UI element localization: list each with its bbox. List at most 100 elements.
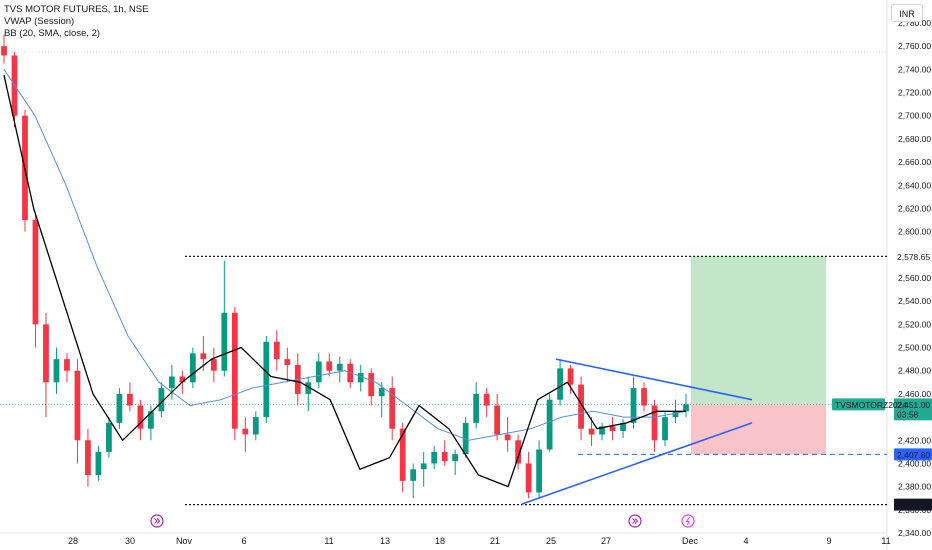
last-price-label-bg	[894, 398, 932, 421]
candle-body[interactable]	[252, 417, 259, 435]
loss-zone[interactable]	[691, 404, 826, 455]
y-tick-label: 2,340.00	[898, 528, 931, 538]
candle-body[interactable]	[420, 463, 427, 470]
candle-body[interactable]	[431, 451, 438, 464]
candle-body[interactable]	[116, 393, 123, 423]
candle-body[interactable]	[672, 411, 679, 418]
y-tick-label: 2,420.00	[898, 435, 931, 445]
candle-body[interactable]	[64, 359, 70, 371]
y-tick-label: 2,540.00	[898, 296, 931, 306]
x-tick-label: Nov	[176, 536, 193, 546]
candle-body[interactable]	[168, 376, 175, 389]
candle-body[interactable]	[399, 428, 406, 481]
bb-basis-line[interactable]	[3, 69, 687, 441]
candle-body[interactable]	[210, 359, 217, 371]
dividend-event-icon[interactable]	[628, 514, 642, 528]
earnings-event-icon-glyph	[154, 518, 161, 524]
earnings-event-icon[interactable]	[150, 514, 164, 528]
candle-body[interactable]	[305, 382, 312, 394]
bar-countdown: 03:58	[897, 409, 919, 419]
x-tick-label: 11	[881, 536, 890, 546]
candle-body[interactable]	[389, 388, 396, 429]
symbol-tag: TVSMOTORZ2024	[835, 400, 907, 410]
candle-body[interactable]	[599, 426, 605, 435]
candle-body[interactable]	[127, 393, 133, 406]
candle-body[interactable]	[95, 451, 102, 476]
bb-indicator-label[interactable]: BB (20, SMA, close, 2)	[4, 28, 101, 39]
candle-body[interactable]	[357, 373, 364, 383]
candle-body[interactable]	[1, 46, 7, 56]
candle-body[interactable]	[651, 405, 658, 441]
candle-body[interactable]	[189, 353, 196, 383]
candle-body[interactable]	[74, 370, 81, 441]
candle-body[interactable]	[179, 376, 186, 383]
x-tick-label: 28	[68, 536, 78, 546]
y-tick-label: 2,620.00	[898, 203, 931, 213]
flash-event-icon[interactable]	[681, 514, 695, 528]
candle-body[interactable]	[368, 373, 375, 397]
candle-body[interactable]	[683, 404, 689, 412]
candle-body[interactable]	[410, 469, 417, 481]
candle-body[interactable]	[630, 388, 637, 423]
lightning-icon	[685, 516, 690, 526]
x-tick-label: Dec	[682, 536, 699, 546]
y-tick-label: 2,400.00	[898, 458, 931, 468]
candle-body[interactable]	[473, 393, 480, 423]
candle-body[interactable]	[284, 359, 291, 365]
currency-button[interactable]: INR	[891, 4, 923, 22]
candle-body[interactable]	[662, 417, 668, 441]
x-tick-label: 11	[324, 536, 333, 546]
candle-body[interactable]	[200, 353, 207, 360]
candle-body[interactable]	[158, 388, 165, 412]
symbol-title[interactable]: TVS MOTOR FUTURES, 1h, NSE	[4, 4, 149, 15]
candle-body[interactable]	[567, 368, 574, 385]
x-tick-label: 9	[826, 536, 831, 546]
candle-body[interactable]	[273, 341, 280, 360]
vwap-line[interactable]	[3, 75, 686, 488]
x-tick-label: 27	[601, 536, 611, 546]
vwap-indicator-label[interactable]: VWAP (Session)	[4, 16, 75, 27]
candle-body[interactable]	[137, 405, 144, 429]
candle-body[interactable]	[336, 363, 343, 371]
candle-body[interactable]	[525, 463, 532, 493]
candle-body[interactable]	[536, 449, 542, 493]
candle-body[interactable]	[43, 324, 49, 383]
candle-body[interactable]	[32, 220, 39, 325]
support-price-label-bg	[894, 498, 932, 511]
candle-body[interactable]	[578, 384, 584, 429]
candle-body[interactable]	[85, 440, 91, 476]
candle-body[interactable]	[221, 312, 228, 371]
candle-body[interactable]	[588, 428, 595, 435]
candle-body[interactable]	[557, 368, 563, 400]
candle-body[interactable]	[106, 422, 112, 452]
y-tick-label: 2,740.00	[898, 64, 931, 74]
y-tick-label: 2,660.00	[898, 157, 931, 167]
y-tick-label: 2,760.00	[898, 41, 931, 51]
candle-body[interactable]	[231, 312, 238, 429]
last-price-label: 2,451.00	[897, 400, 930, 410]
candle-body[interactable]	[326, 361, 333, 371]
candle-body[interactable]	[494, 405, 501, 435]
y-tick-label: 2,780.00	[898, 18, 931, 28]
candle-body[interactable]	[620, 422, 626, 431]
candle-body[interactable]	[546, 399, 553, 450]
y-tick-label: 2,680.00	[898, 134, 931, 144]
candle-body[interactable]	[148, 411, 154, 429]
candle-body[interactable]	[515, 440, 522, 464]
upper-trendline[interactable]	[555, 358, 753, 401]
profit-zone[interactable]	[691, 256, 826, 405]
candle-body[interactable]	[263, 341, 270, 418]
candle-body[interactable]	[641, 388, 647, 406]
candle-body[interactable]	[609, 426, 616, 431]
candle-body[interactable]	[504, 434, 511, 441]
candle-body[interactable]	[441, 451, 448, 462]
lower-trendline[interactable]	[521, 422, 753, 505]
candle-body[interactable]	[242, 428, 249, 435]
candle-body[interactable]	[483, 393, 490, 406]
candle-body[interactable]	[378, 388, 385, 397]
x-tick-label: 25	[546, 536, 556, 546]
candle-body[interactable]	[315, 361, 322, 383]
candle-body[interactable]	[53, 359, 60, 383]
candle-body[interactable]	[452, 454, 459, 462]
